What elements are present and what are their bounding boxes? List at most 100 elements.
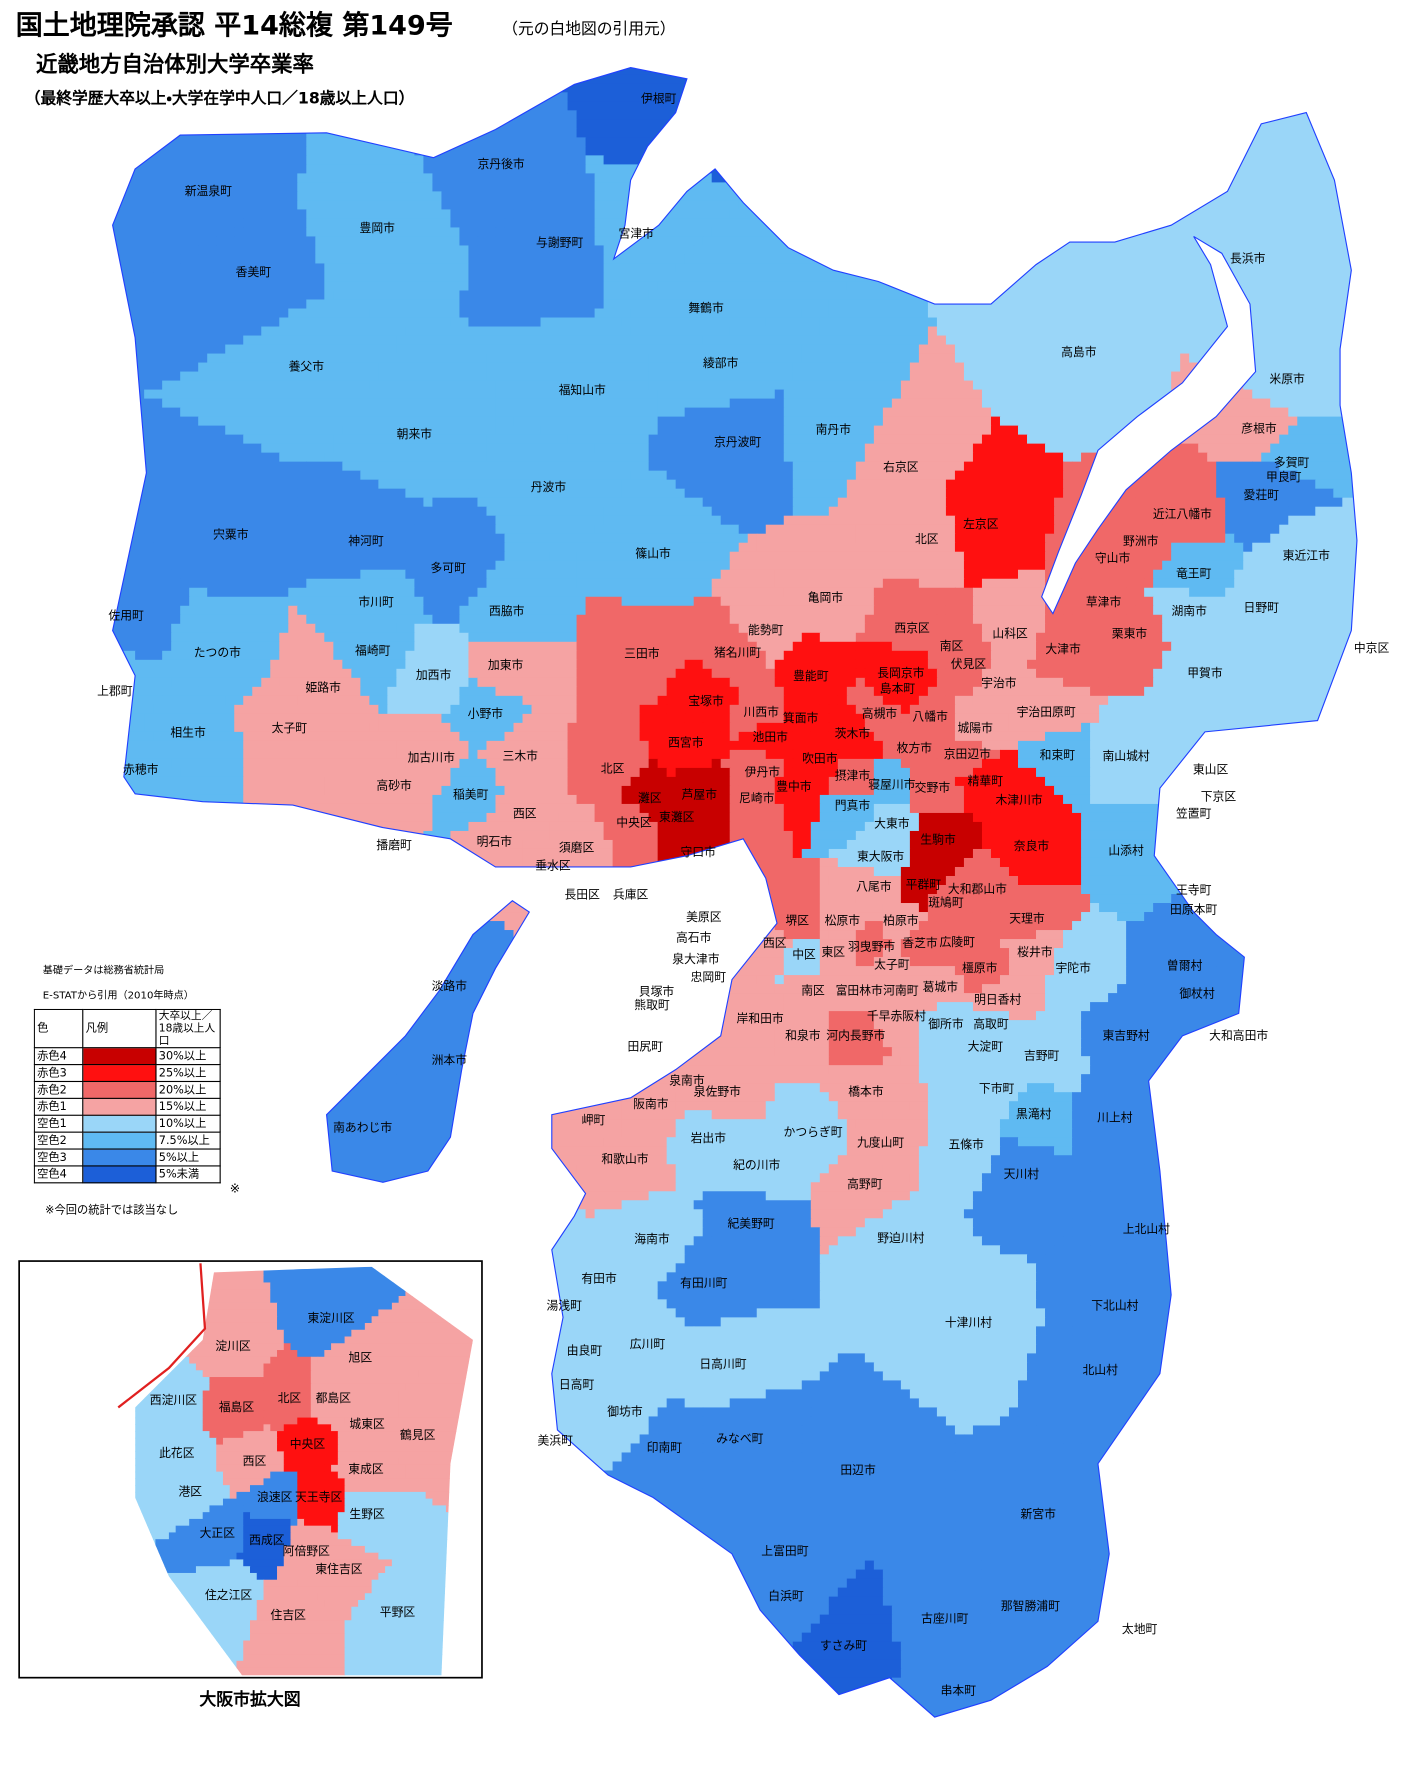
- region: [504, 821, 551, 832]
- place-label: 生野区: [349, 1507, 385, 1521]
- region: [1225, 632, 1353, 643]
- place-label: 南丹市: [816, 423, 852, 437]
- region: [990, 407, 1163, 418]
- place-label: 養父市: [289, 360, 325, 374]
- region: [765, 1677, 893, 1688]
- region: [819, 885, 848, 895]
- region: [612, 848, 659, 859]
- place-label: 曽爾村: [1167, 959, 1203, 973]
- region: [720, 1038, 776, 1048]
- region: [468, 632, 578, 643]
- place-label: 有田川町: [680, 1276, 727, 1290]
- region: [576, 641, 695, 652]
- place-label: 河南町: [883, 983, 919, 997]
- region: [331, 1464, 407, 1473]
- region: [945, 1092, 1019, 1102]
- region: [765, 317, 821, 328]
- region: [459, 614, 578, 625]
- region: [290, 1343, 332, 1351]
- place-label: 都島区: [316, 1391, 352, 1405]
- region: [112, 254, 181, 265]
- place-label: 住吉区: [271, 1608, 307, 1622]
- region: [918, 1074, 938, 1084]
- region: [837, 1101, 911, 1111]
- region: [423, 830, 452, 841]
- region: [945, 1416, 1001, 1427]
- region: [495, 686, 578, 697]
- region: [900, 380, 974, 391]
- place-label: 垂水区: [535, 858, 571, 872]
- region: [738, 776, 776, 787]
- region: [828, 1029, 884, 1039]
- region: [1108, 695, 1154, 706]
- region: [990, 912, 1082, 922]
- region: [963, 903, 1001, 913]
- region: [1315, 605, 1357, 616]
- region: [297, 488, 407, 499]
- region: [1144, 497, 1226, 508]
- region: [317, 1356, 440, 1365]
- region: [1063, 1011, 1082, 1021]
- region: [412, 1485, 473, 1493]
- region: [864, 713, 902, 724]
- region: [337, 1525, 473, 1534]
- place-label: 日高町: [559, 1377, 595, 1391]
- region: [990, 659, 1028, 670]
- region: [999, 785, 1055, 796]
- region: [135, 650, 163, 661]
- region: [1099, 659, 1163, 670]
- region: [765, 1101, 839, 1111]
- place-label: 吹田市: [802, 751, 838, 765]
- region: [684, 1254, 731, 1264]
- region: [819, 1380, 902, 1391]
- region: [855, 704, 902, 715]
- place-label: 由良町: [567, 1344, 603, 1358]
- region: [1288, 308, 1357, 319]
- region: [364, 1593, 473, 1601]
- region: [1045, 578, 1127, 589]
- region: [1243, 542, 1253, 553]
- region: [1162, 659, 1262, 670]
- region: [828, 308, 929, 319]
- place-label: 守山市: [1095, 551, 1131, 565]
- region: [639, 1128, 677, 1138]
- region: [504, 218, 596, 229]
- region: [1234, 569, 1271, 580]
- place-label: 加東市: [488, 658, 524, 672]
- region: [666, 1272, 758, 1283]
- region: [1017, 695, 1109, 706]
- region: [1081, 1011, 1163, 1021]
- region: [936, 623, 983, 634]
- region: [1126, 948, 1253, 958]
- region: [324, 1464, 332, 1473]
- region: [1315, 479, 1357, 490]
- region: [819, 1281, 929, 1292]
- region: [972, 1425, 1037, 1436]
- region: [801, 632, 821, 643]
- region: [135, 1458, 217, 1466]
- region: [783, 966, 821, 976]
- region: [283, 1464, 325, 1473]
- region: [1090, 740, 1199, 751]
- place-label: 田原本町: [1170, 902, 1217, 916]
- region: [648, 380, 785, 391]
- region: [855, 632, 929, 643]
- region: [531, 704, 578, 715]
- region: [594, 524, 740, 535]
- region: [819, 1083, 929, 1093]
- region: [441, 713, 524, 724]
- place-label: 広陵町: [939, 935, 975, 949]
- region: [256, 1572, 278, 1581]
- place-label: 交野市: [915, 781, 951, 795]
- region: [999, 857, 1082, 868]
- region: [162, 749, 244, 760]
- region: [882, 569, 965, 580]
- region: [666, 272, 857, 283]
- region: [391, 1451, 473, 1459]
- region: [702, 335, 812, 346]
- region: [540, 1299, 632, 1310]
- region: [468, 317, 542, 328]
- region: [729, 848, 794, 859]
- region: [666, 677, 731, 688]
- region: [603, 1470, 704, 1481]
